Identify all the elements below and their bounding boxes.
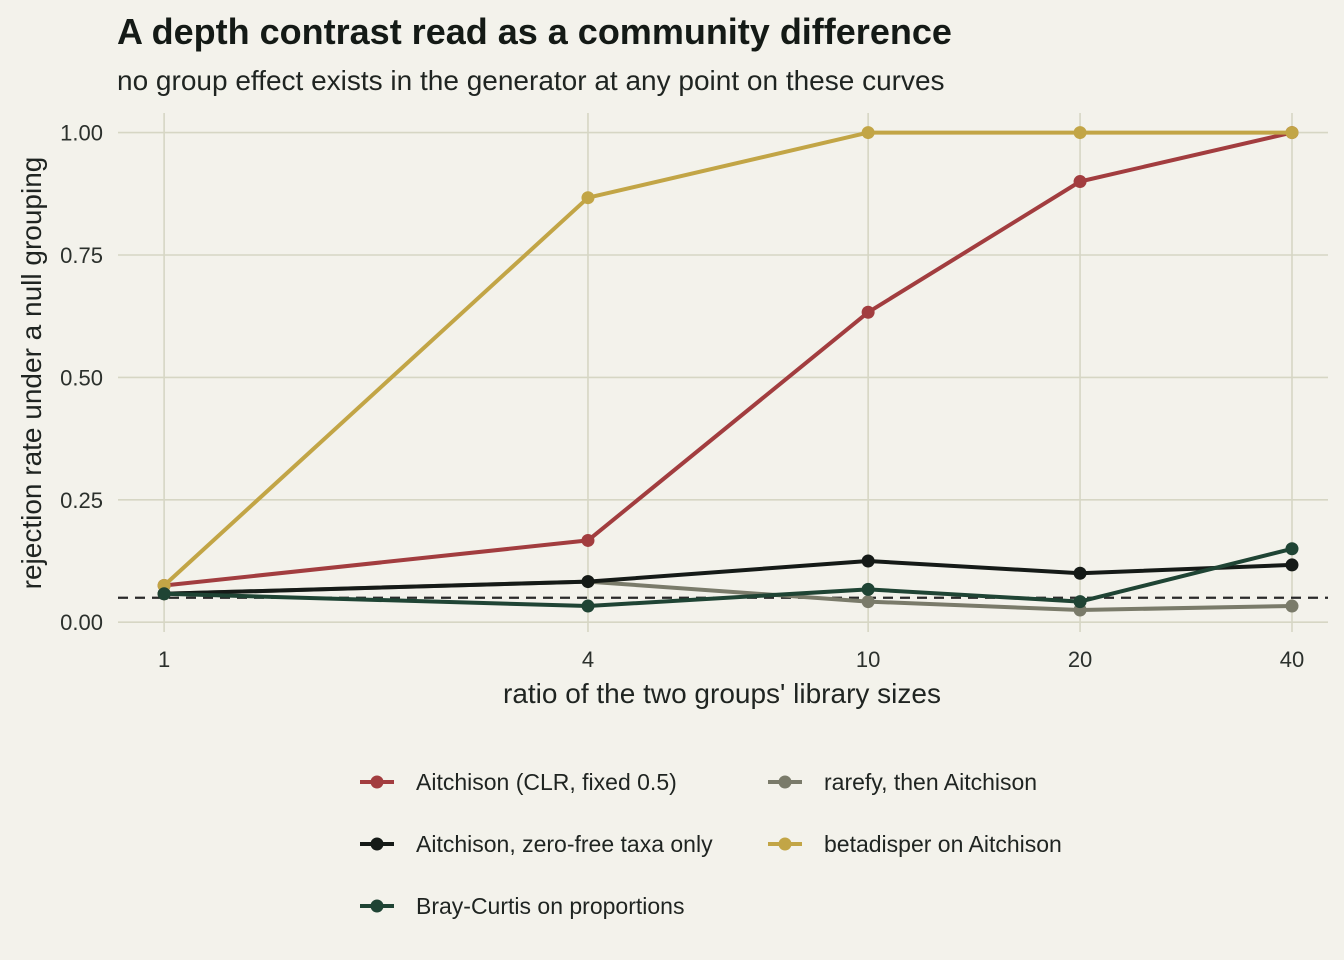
data-point: [861, 554, 875, 568]
x-axis-label: ratio of the two groups' library sizes: [503, 678, 941, 709]
y-tick-label: 0.00: [60, 610, 103, 635]
legend-label: rarefy, then Aitchison: [824, 769, 1037, 795]
data-point: [1285, 558, 1299, 572]
series-group: [157, 126, 1299, 617]
legend-label: Bray-Curtis on proportions: [416, 893, 684, 919]
data-point: [581, 599, 595, 613]
y-axis-label: rejection rate under a null grouping: [16, 157, 47, 590]
x-tick-label: 20: [1068, 647, 1092, 672]
tick-labels: 0.00 0.25 0.50 0.75 1.00 1 4 10 20 40: [60, 121, 1304, 672]
data-point: [861, 582, 875, 596]
data-point: [861, 126, 875, 140]
data-point: [1073, 566, 1087, 580]
gridlines: [118, 113, 1328, 632]
chart-title: A depth contrast read as a community dif…: [117, 11, 952, 52]
legend-key-point: [778, 837, 792, 851]
legend-key-point: [370, 837, 384, 851]
y-tick-label: 0.75: [60, 243, 103, 268]
legend-key-point: [778, 775, 792, 789]
series-3: [157, 126, 1299, 592]
legend-item: betadisper on Aitchison: [768, 831, 1062, 857]
data-point: [157, 587, 171, 601]
x-tick-label: 10: [856, 647, 880, 672]
data-point: [1285, 542, 1299, 556]
legend-key-point: [370, 899, 384, 913]
legend: Aitchison (CLR, fixed 0.5) rarefy, then A…: [360, 769, 1062, 919]
chart-subtitle: no group effect exists in the generator …: [117, 65, 945, 96]
data-point: [581, 575, 595, 589]
legend-key-point: [370, 775, 384, 789]
data-point: [861, 595, 875, 609]
data-point: [1073, 175, 1087, 189]
legend-item: Bray-Curtis on proportions: [360, 893, 684, 919]
x-tick-label: 40: [1280, 647, 1304, 672]
x-tick-label: 1: [158, 647, 170, 672]
series-4: [157, 542, 1299, 613]
data-point: [581, 191, 595, 205]
legend-item: rarefy, then Aitchison: [768, 769, 1037, 795]
series-line: [162, 130, 1294, 588]
data-point: [1073, 126, 1087, 140]
data-point: [1073, 595, 1087, 609]
data-point: [581, 533, 595, 547]
legend-label: Aitchison (CLR, fixed 0.5): [416, 769, 677, 795]
data-point: [1285, 126, 1299, 140]
y-tick-label: 0.25: [60, 488, 103, 513]
data-point: [861, 305, 875, 319]
y-tick-label: 0.50: [60, 365, 103, 390]
legend-label: betadisper on Aitchison: [824, 831, 1062, 857]
data-point: [1285, 599, 1299, 613]
legend-item: Aitchison (CLR, fixed 0.5): [360, 769, 677, 795]
y-tick-label: 1.00: [60, 121, 103, 146]
legend-label: Aitchison, zero-free taxa only: [416, 831, 713, 857]
legend-item: Aitchison, zero-free taxa only: [360, 831, 713, 857]
series-0: [157, 126, 1299, 592]
series-line: [162, 130, 1294, 588]
x-tick-label: 4: [582, 647, 594, 672]
